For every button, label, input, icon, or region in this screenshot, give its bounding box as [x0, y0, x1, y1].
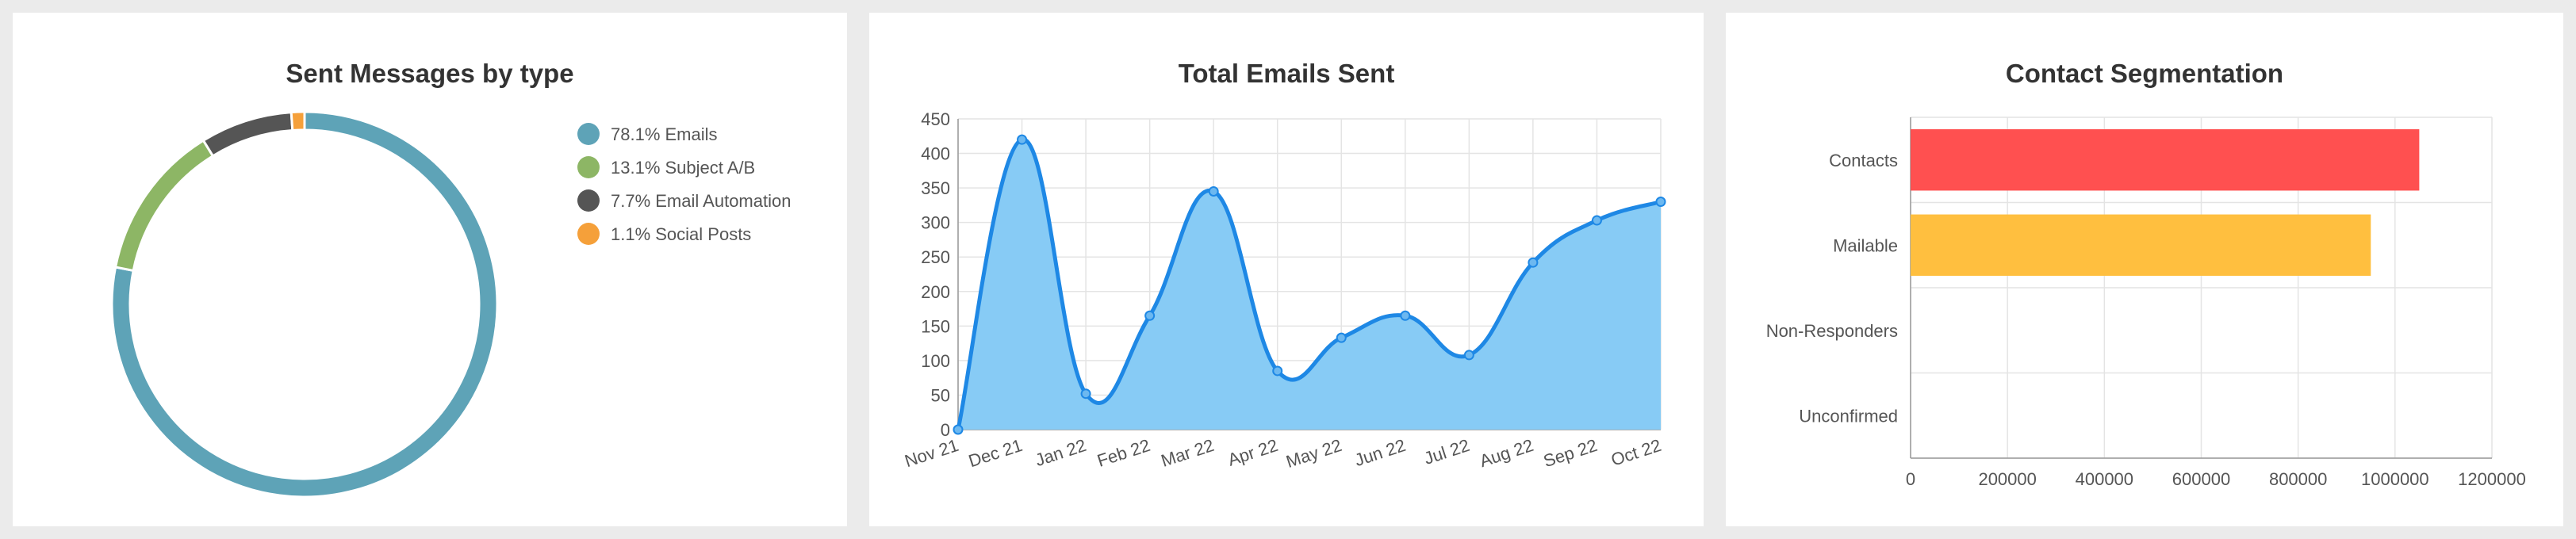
data-point	[953, 424, 964, 435]
y-tick-label: 250	[921, 247, 950, 267]
x-tick-label: Oct 22	[1608, 435, 1663, 470]
legend-marker	[577, 123, 600, 145]
bar	[1911, 214, 2371, 276]
legend-marker	[577, 156, 600, 178]
data-point	[1591, 215, 1602, 226]
x-tick-label: 200000	[1978, 469, 2036, 489]
x-tick-label: 0	[1906, 469, 1915, 489]
y-tick-label: 0	[941, 420, 950, 440]
data-point	[1272, 365, 1283, 377]
data-point	[1400, 310, 1411, 321]
x-tick-label: 800000	[2269, 469, 2327, 489]
data-point	[1655, 197, 1666, 208]
x-tick-label: Jan 22	[1033, 435, 1089, 470]
donut-slice	[289, 110, 306, 132]
y-tick-label: Non-Responders	[1766, 321, 1898, 341]
legend-label: 1.1% Social Posts	[611, 224, 751, 244]
y-tick-label: Unconfirmed	[1799, 406, 1898, 426]
y-tick-label: 400	[921, 144, 950, 164]
y-tick-label: 350	[921, 178, 950, 198]
y-tick-label: 450	[921, 109, 950, 129]
legend-label: 13.1% Subject A/B	[611, 158, 755, 178]
area-fill	[958, 139, 1661, 430]
data-point	[1336, 332, 1347, 343]
bar	[1911, 129, 2420, 191]
x-tick-label: Feb 22	[1094, 435, 1152, 471]
chart-title: Sent Messages by type	[286, 59, 574, 88]
sent-messages-panel: Sent Messages by type 78.1% Emails 13.1% …	[13, 13, 847, 526]
donut-slice	[113, 139, 215, 273]
donut-chart: 78.1% Emails 13.1% Subject A/B 7.7% Email …	[110, 110, 791, 499]
data-point	[1528, 257, 1539, 268]
data-point	[1017, 134, 1028, 145]
x-tick-label: Sep 22	[1541, 435, 1600, 471]
x-tick-label: May 22	[1283, 435, 1344, 472]
legend-marker	[577, 223, 600, 245]
x-tick-label: Jul 22	[1421, 435, 1472, 468]
series-line	[956, 137, 1662, 430]
y-tick-label: 300	[921, 213, 950, 233]
x-tick-label: Aug 22	[1477, 435, 1535, 471]
x-tick-label: Apr 22	[1225, 435, 1280, 470]
x-tick-label: Dec 21	[966, 435, 1025, 471]
y-tick-label: Mailable	[1833, 235, 1898, 255]
x-tick-label: Mar 22	[1159, 435, 1217, 471]
data-point	[1144, 310, 1156, 321]
donut-slice	[201, 110, 294, 158]
legend-label: 7.7% Email Automation	[611, 191, 791, 211]
x-tick-label: 1200000	[2458, 469, 2526, 489]
x-tick-label: Jun 22	[1352, 435, 1409, 470]
contact-segmentation-panel: Contact Segmentation Contacts Mailable Non…	[1726, 13, 2563, 526]
bar-chart: Contacts Mailable Non-Responders Unconfirme…	[1766, 117, 2526, 489]
y-tick-label: 50	[931, 385, 950, 405]
total-emails-panel: Total Emails Sent 0 50 100 150 200 250 300 350 4…	[869, 13, 1704, 526]
legend-label: 78.1% Emails	[611, 124, 718, 144]
y-tick-label: 100	[921, 351, 950, 371]
chart-title: Contact Segmentation	[2005, 59, 2284, 88]
y-tick-label: 150	[921, 316, 950, 336]
x-tick-label: 400000	[2076, 469, 2133, 489]
data-point	[1080, 388, 1091, 399]
x-tick-label: Nov 21	[903, 435, 961, 471]
y-tick-label: Contacts	[1829, 151, 1898, 170]
legend-marker	[577, 189, 600, 212]
data-point	[1208, 185, 1219, 197]
data-point	[1463, 350, 1474, 361]
chart-title: Total Emails Sent	[1178, 59, 1395, 88]
x-tick-label: 1000000	[2361, 469, 2429, 489]
y-tick-label: 200	[921, 282, 950, 302]
x-tick-label: 600000	[2172, 469, 2230, 489]
